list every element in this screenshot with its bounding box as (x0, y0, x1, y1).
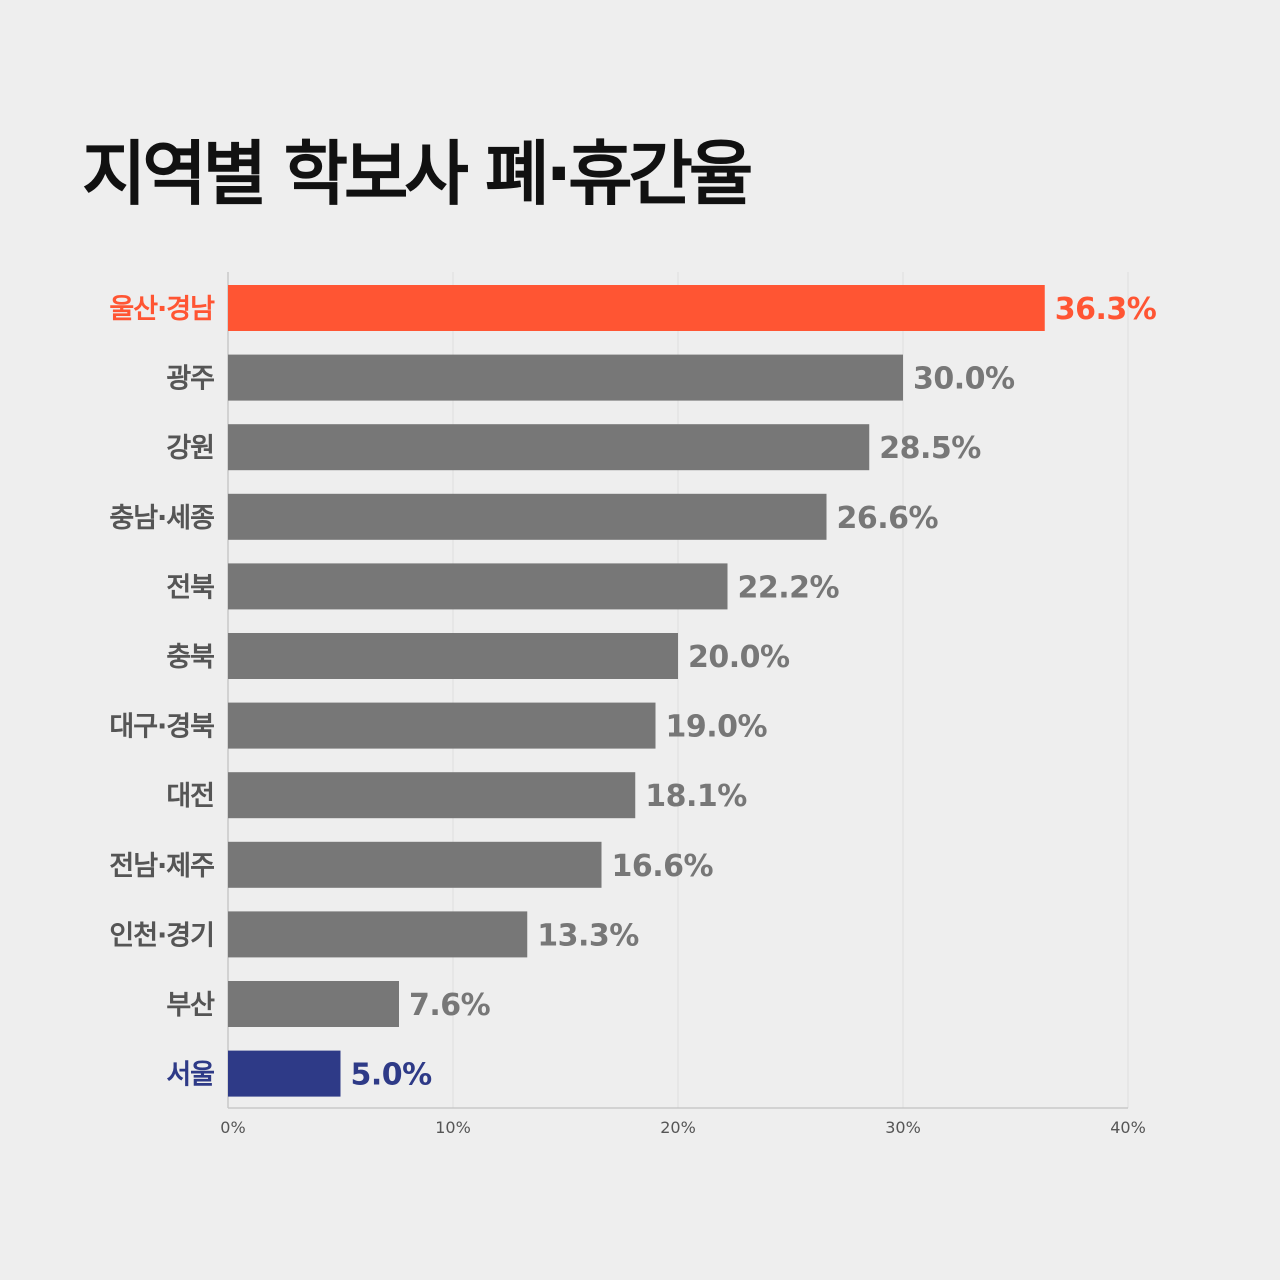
category-label: 대전 (166, 781, 214, 812)
category-label: 대구·경북 (109, 712, 214, 743)
chart-title: 지역별 학보사 폐·휴간율 (82, 133, 753, 215)
data-label: 18.1% (645, 779, 747, 814)
category-label: 충남·세종 (109, 503, 214, 534)
data-label: 26.6% (837, 501, 939, 536)
data-label: 30.0% (913, 362, 1015, 397)
bar (228, 633, 678, 679)
tick-label: 20% (660, 1118, 696, 1137)
category-label: 인천·경기 (109, 920, 214, 951)
data-label: 28.5% (879, 431, 981, 466)
tick-label: 30% (885, 1118, 921, 1137)
bar (228, 841, 602, 888)
tick-label: 0% (220, 1118, 245, 1137)
category-label: 광주 (166, 364, 214, 395)
data-label: 16.6% (612, 849, 714, 884)
data-label: 5.0% (351, 1058, 433, 1093)
bar (228, 1050, 341, 1097)
category-label: 전남·제주 (109, 851, 214, 882)
category-label: 서울 (166, 1060, 214, 1091)
bar (228, 354, 903, 401)
data-label: 20.0% (688, 640, 790, 675)
data-label: 36.3% (1055, 292, 1157, 327)
data-label: 13.3% (537, 918, 639, 953)
category-label: 강원 (166, 433, 214, 464)
bar (228, 285, 1045, 331)
data-label: 22.2% (738, 570, 840, 605)
bar (228, 563, 728, 610)
bar (228, 981, 399, 1027)
bar (228, 911, 528, 958)
data-label: 19.0% (666, 710, 768, 745)
bar (228, 772, 636, 819)
category-label: 전북 (166, 572, 214, 603)
category-label: 부산 (166, 990, 215, 1021)
category-label: 충북 (166, 642, 214, 673)
tick-label: 10% (435, 1118, 471, 1137)
bar (228, 424, 870, 471)
bar (228, 493, 827, 540)
data-label: 7.6% (409, 988, 491, 1023)
tick-label: 40% (1110, 1118, 1146, 1137)
bar (228, 702, 656, 749)
category-label: 울산·경남 (109, 294, 215, 325)
